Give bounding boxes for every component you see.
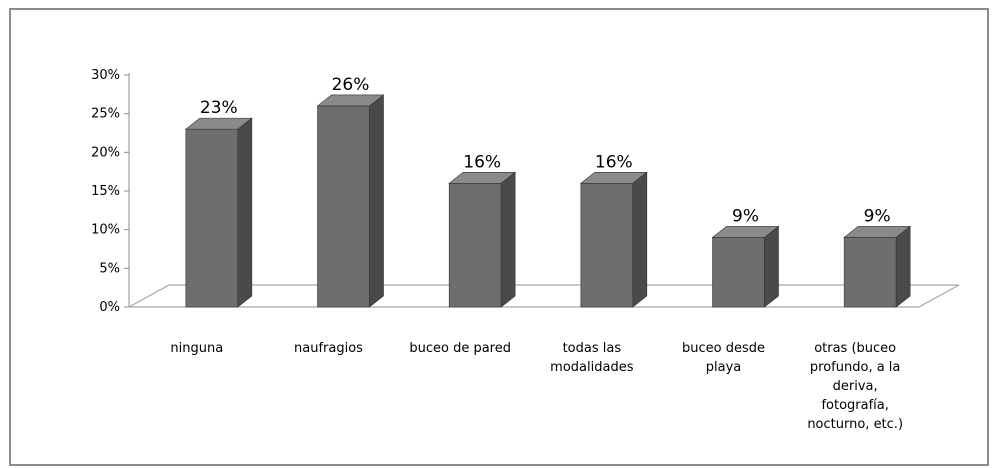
bar-front bbox=[317, 105, 370, 308]
y-tick-label: 25% bbox=[91, 107, 120, 122]
bar-front bbox=[843, 237, 897, 308]
category-label-line: profundo, a la bbox=[810, 360, 900, 375]
chart-floor bbox=[128, 284, 960, 308]
category-label-line: deriva, bbox=[833, 379, 878, 394]
y-tick-label: 0% bbox=[99, 300, 120, 315]
category-label-line: modalidades bbox=[550, 360, 634, 375]
bar-top bbox=[711, 226, 780, 238]
y-tick-label: 15% bbox=[91, 184, 120, 199]
bar-chart: 0% 5% 10% 15% 20% 25% 30% 23% ninguna 26% naufragi… bbox=[91, 68, 960, 432]
bar-side bbox=[369, 94, 384, 308]
y-tick-label: 5% bbox=[99, 261, 120, 276]
category-label-line: naufragios bbox=[294, 341, 363, 356]
bar-front bbox=[712, 237, 765, 308]
bar-front bbox=[448, 182, 502, 308]
data-label: 23% bbox=[200, 98, 238, 118]
bar-1 bbox=[184, 117, 253, 308]
bar-side bbox=[764, 225, 779, 308]
bar-top bbox=[843, 226, 912, 238]
category-label-line: todas las bbox=[563, 341, 622, 356]
data-label: 16% bbox=[595, 152, 633, 172]
chart-frame: 0% 5% 10% 15% 20% 25% 30% 23% ninguna 26% naufragi… bbox=[9, 8, 989, 466]
category-label-line: nocturno, etc.) bbox=[807, 417, 903, 432]
bar-top bbox=[316, 94, 385, 107]
data-label: 26% bbox=[332, 75, 370, 95]
bar-side bbox=[632, 171, 648, 308]
category-label: otras (buceo profundo, a la deriva, fotogra… bbox=[807, 341, 903, 432]
category-label: buceo de pared bbox=[409, 341, 511, 356]
data-label: 9% bbox=[732, 206, 759, 226]
category-label-line: otras (buceo bbox=[814, 341, 896, 356]
bar-front bbox=[580, 182, 634, 308]
category-label: ninguna bbox=[170, 341, 223, 356]
data-label: 9% bbox=[864, 206, 891, 226]
bar-front bbox=[185, 128, 239, 308]
bar-6 bbox=[843, 225, 912, 308]
y-tick-label: 20% bbox=[91, 145, 120, 160]
y-tick-label: 30% bbox=[91, 68, 120, 83]
bar-4 bbox=[579, 171, 648, 308]
bar-side bbox=[500, 171, 516, 308]
bar-5 bbox=[711, 225, 780, 308]
data-label: 16% bbox=[463, 152, 501, 172]
category-label-line: playa bbox=[706, 360, 742, 375]
category-label-line: ninguna bbox=[170, 341, 223, 356]
category-label-line: buceo desde bbox=[682, 341, 765, 356]
category-label: todas las modalidades bbox=[550, 341, 634, 375]
y-tick-label: 10% bbox=[91, 223, 120, 238]
category-label: naufragios bbox=[294, 341, 363, 356]
bar-side bbox=[237, 117, 253, 308]
bar-top bbox=[184, 117, 253, 130]
bar-top bbox=[579, 171, 648, 184]
bar-top bbox=[448, 171, 517, 184]
bar-3 bbox=[448, 171, 517, 308]
category-label: buceo desde playa bbox=[682, 341, 765, 375]
bar-2 bbox=[316, 94, 385, 308]
category-label-line: fotografía, bbox=[821, 398, 888, 413]
category-label-line: buceo de pared bbox=[409, 341, 511, 356]
bar-side bbox=[895, 225, 911, 308]
